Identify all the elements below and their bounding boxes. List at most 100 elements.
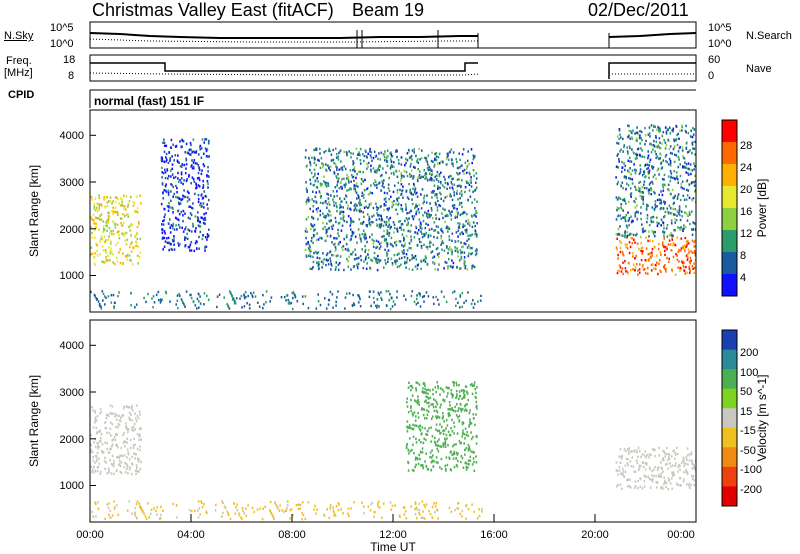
power-cell-2-333: [459, 249, 462, 252]
velocity-ground-scatter-254: [156, 513, 158, 516]
power-cell-2-1281: [429, 172, 432, 176]
power-cell-2-742: [315, 208, 318, 211]
power-cell-0-125: [105, 251, 108, 254]
power-cell-3-120: [651, 254, 653, 257]
power-cell-2-195: [423, 233, 425, 236]
power-cell-2-350: [431, 250, 434, 253]
power-cell-2-982: [383, 179, 385, 182]
velocity-cell-1-407: [425, 399, 427, 402]
power-ground-scatter-106: [294, 296, 297, 299]
power-cell-1-343: [189, 205, 191, 208]
power-cell-2-614: [400, 176, 403, 179]
power-cell-2-1123: [467, 181, 469, 185]
velocity-cell-1-179: [430, 426, 432, 429]
power-cell-1-294: [176, 186, 178, 190]
velocity-ground-scatter-250: [424, 505, 426, 508]
power-cell-2-364: [338, 168, 341, 171]
power-cell-2-258: [353, 187, 355, 191]
power-cell-1-383: [161, 228, 164, 231]
velocity-cell-0-192: [132, 425, 135, 429]
power-cell-2-1394: [309, 207, 311, 211]
power-cell-4-302: [626, 226, 629, 229]
power-cell-2-1119: [319, 201, 322, 204]
velocity-cell-0-170: [108, 431, 111, 435]
power-cell-2-83: [468, 162, 470, 166]
power-cell-2-450: [426, 194, 428, 197]
power-cell-2-173: [414, 187, 417, 190]
power-cell-3-144: [645, 259, 648, 262]
power-cell-2-1199: [380, 218, 383, 222]
velocity-cell-1-355: [455, 384, 458, 387]
power-ground-scatter-205: [465, 299, 467, 302]
power-cell-1-258: [165, 183, 167, 186]
velocity-cell-0-145: [104, 426, 107, 430]
power-cell-2-471: [309, 255, 312, 258]
power-cell-4-429: [681, 187, 684, 190]
power-cell-2-1308: [399, 240, 402, 243]
power-cell-1-180: [167, 236, 170, 240]
velocity-cell-1-90: [437, 461, 439, 464]
power-cell-4-297: [639, 171, 642, 174]
velocity-ground-scatter-169: [140, 507, 142, 510]
power-cell-2-711: [415, 212, 417, 216]
power-cell-2-1277: [457, 222, 459, 225]
power-cell-2-730: [355, 203, 357, 206]
velocity-cell-1-223: [440, 457, 443, 461]
velocity-ground-scatter-147: [229, 517, 232, 521]
power-cell-2-1198: [357, 262, 360, 265]
power-ground-scatter-130: [143, 296, 145, 300]
power-ground-scatter-22: [433, 302, 435, 306]
velocity-cell-1-403: [461, 397, 463, 400]
velocity-cell-1-41: [460, 441, 463, 445]
power-cell-2-1318: [305, 187, 308, 190]
power-cell-2-424: [398, 252, 400, 255]
power-cell-0-197: [94, 209, 97, 212]
power-cell-1-287: [169, 231, 172, 234]
velocity-cell-2-66: [651, 480, 654, 483]
power-cell-2-284: [360, 182, 363, 185]
velocity-cell-1-146: [470, 437, 473, 441]
velocity-cell-1-283: [447, 408, 450, 411]
velocity-cell-2-224: [623, 448, 626, 451]
power-cell-1-319: [184, 172, 187, 175]
power-cell-2-1295: [369, 147, 371, 151]
velocity-cell-0-179: [123, 405, 126, 408]
velocity-cell-0-5: [134, 428, 137, 431]
power-cell-4-71: [650, 216, 652, 220]
power-cell-2-1360: [403, 249, 405, 252]
power-cell-2-987: [359, 153, 361, 157]
power-cell-4-442: [655, 156, 657, 160]
velocity-cell-0-21: [92, 426, 95, 429]
power-cell-2-1426: [464, 229, 467, 232]
power-cell-2-1265: [444, 220, 446, 224]
power-cell-3-79: [628, 241, 631, 244]
velocity-cell-2-216: [616, 469, 619, 473]
power-cell-2-462: [405, 253, 408, 256]
power-cell-3-18: [645, 247, 648, 250]
power-cell-2-282: [369, 224, 372, 227]
power-cell-2-391: [319, 152, 321, 155]
power-cell-2-512: [305, 236, 307, 240]
power-cell-2-748: [446, 195, 448, 198]
power-cell-3-104: [649, 252, 651, 255]
power-cell-4-551: [650, 151, 653, 154]
power-cell-1-260: [172, 211, 174, 214]
power-ground-scatter-252: [100, 307, 103, 310]
power-cell-2-340: [360, 240, 362, 243]
power-cell-2-144: [411, 202, 414, 206]
power-cell-1-352: [186, 151, 189, 154]
power-cell-1-347: [194, 215, 197, 218]
velocity-cell-0-193: [97, 445, 99, 448]
power-cell-3-63: [647, 253, 650, 256]
power-cell-4-359: [634, 132, 636, 135]
power-cell-2-1396: [370, 202, 372, 205]
power-cell-1-78: [207, 166, 209, 169]
power-ground-scatter-40: [270, 296, 273, 299]
power-cell-2-1348: [471, 264, 473, 268]
power-cell-2-1253: [374, 179, 376, 182]
power-cell-2-680: [400, 193, 402, 197]
velocity-cell-1-368: [427, 410, 430, 413]
power-cell-2-1350: [435, 217, 437, 221]
power-cell-2-519: [342, 206, 344, 209]
power-cell-4-483: [648, 164, 650, 167]
